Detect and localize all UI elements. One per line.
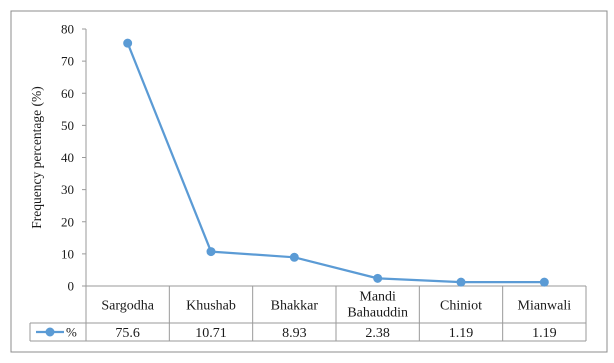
y-tick-label: 70 [61, 54, 74, 69]
y-tick-label: 10 [61, 246, 74, 261]
data-value-cell: 2.38 [365, 326, 390, 341]
data-value-cell: 1.19 [449, 326, 474, 341]
x-category-label: Bahauddin [347, 306, 408, 321]
data-value-cell: 8.93 [282, 326, 307, 341]
data-point-marker [539, 277, 549, 287]
x-category-label: Chiniot [440, 299, 482, 314]
y-tick-label: 30 [61, 182, 74, 197]
series-line [126, 42, 545, 284]
x-category-label: Khushab [186, 299, 236, 314]
x-category-label: Mianwali [518, 299, 572, 314]
legend-marker [45, 327, 55, 337]
y-tick-label: 80 [61, 22, 74, 37]
data-point-marker [456, 277, 466, 287]
legend-series-name: % [66, 325, 77, 340]
data-point-marker [373, 273, 383, 283]
y-axis-title: Frequency percentage (%) [29, 86, 44, 228]
y-tick-label: 50 [61, 118, 74, 133]
y-tick-label: 60 [61, 86, 74, 101]
x-category-label: Bhakkar [271, 299, 319, 314]
data-point-marker [123, 38, 133, 48]
y-tick-label: 40 [61, 150, 74, 165]
data-point-marker [206, 247, 216, 257]
data-point-marker [289, 252, 299, 262]
y-tick-label: 0 [68, 279, 75, 294]
data-value-cell: 10.71 [195, 326, 227, 341]
x-category-label: Mandi [359, 290, 396, 305]
chart-frame [10, 10, 608, 353]
y-tick-label: 20 [61, 214, 74, 229]
data-value-cell: 75.6 [115, 326, 140, 341]
x-category-label: Sargodha [101, 299, 154, 314]
data-value-cell: 1.19 [532, 326, 557, 341]
